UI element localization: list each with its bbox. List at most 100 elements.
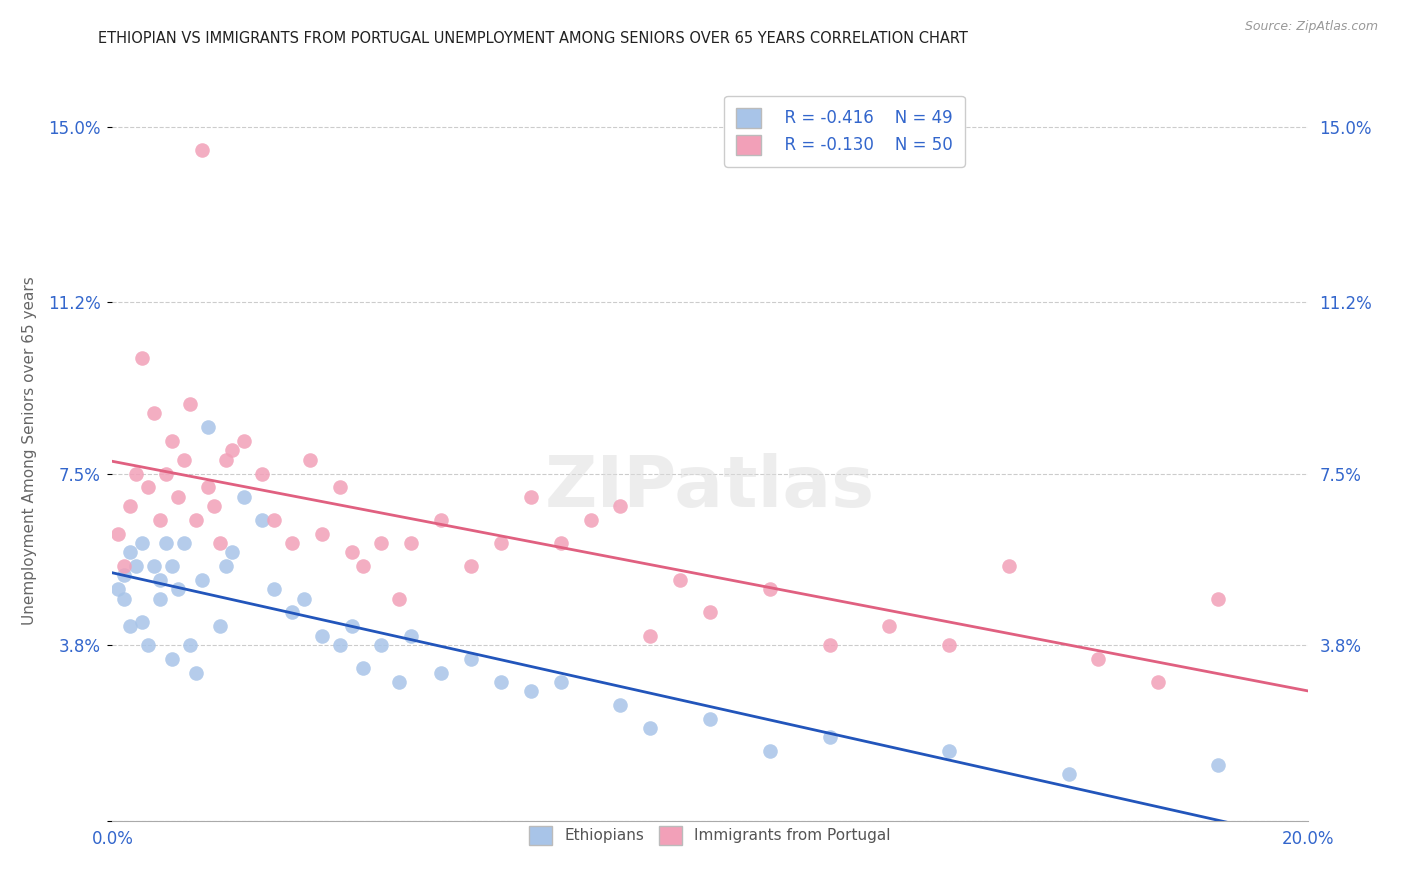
Legend: Ethiopians, Immigrants from Portugal: Ethiopians, Immigrants from Portugal (520, 817, 900, 854)
Point (221, 443, 243, 458)
Point (197, 481, 219, 495)
Y-axis label: Unemployment Among Seniors over 65 years: Unemployment Among Seniors over 65 years (22, 277, 37, 624)
Point (162, 434, 183, 449)
Point (120, 619, 142, 633)
Point (401, 628, 423, 642)
Point (1087, 651, 1109, 665)
Point (938, 744, 960, 758)
Point (311, 526, 333, 541)
Point (879, 619, 901, 633)
Point (233, 490, 256, 504)
Point (215, 452, 238, 467)
Point (818, 731, 841, 745)
Point (202, 499, 225, 513)
Point (353, 661, 375, 675)
Text: Source: ZipAtlas.com: Source: ZipAtlas.com (1244, 20, 1378, 33)
Text: ZIPatlas: ZIPatlas (546, 453, 875, 522)
Point (155, 467, 177, 481)
Point (550, 674, 572, 689)
Point (173, 536, 195, 550)
Point (138, 481, 160, 495)
Point (120, 499, 142, 513)
Point (125, 467, 148, 481)
Point (173, 452, 195, 467)
Point (699, 712, 721, 726)
Point (550, 536, 572, 550)
Point (167, 490, 190, 504)
Point (759, 744, 782, 758)
Point (401, 536, 423, 550)
Point (430, 513, 453, 527)
Point (818, 638, 841, 652)
Point (520, 490, 543, 504)
Point (191, 143, 214, 157)
Point (114, 591, 135, 606)
Point (250, 513, 273, 527)
Point (263, 582, 285, 597)
Point (430, 665, 453, 680)
Point (489, 536, 512, 550)
Point (329, 638, 352, 652)
Point (197, 420, 219, 434)
Point (191, 573, 214, 587)
Point (460, 559, 482, 574)
Point (179, 638, 201, 652)
Point (298, 452, 321, 467)
Point (640, 721, 662, 735)
Point (233, 434, 256, 449)
Point (250, 467, 273, 481)
Point (460, 651, 482, 665)
Point (938, 638, 960, 652)
Point (609, 499, 631, 513)
Point (209, 619, 232, 633)
Point (149, 513, 172, 527)
Point (186, 513, 208, 527)
Point (353, 559, 375, 574)
Point (131, 351, 153, 365)
Point (186, 665, 208, 680)
Point (340, 619, 363, 633)
Point (579, 513, 602, 527)
Point (143, 559, 166, 574)
Point (131, 615, 153, 629)
Point (149, 573, 172, 587)
Point (149, 591, 172, 606)
Point (1206, 758, 1229, 772)
Point (370, 536, 392, 550)
Point (221, 545, 243, 559)
Text: ETHIOPIAN VS IMMIGRANTS FROM PORTUGAL UNEMPLOYMENT AMONG SENIORS OVER 65 YEARS C: ETHIOPIAN VS IMMIGRANTS FROM PORTUGAL UN… (98, 31, 969, 46)
Point (640, 628, 662, 642)
Point (107, 526, 129, 541)
Point (167, 582, 190, 597)
Point (281, 536, 304, 550)
Point (215, 559, 238, 574)
Point (179, 397, 201, 411)
Point (329, 481, 352, 495)
Point (125, 559, 148, 574)
Point (759, 582, 782, 597)
Point (699, 606, 721, 620)
Point (520, 684, 543, 698)
Point (311, 628, 333, 642)
Point (162, 559, 183, 574)
Point (281, 606, 304, 620)
Point (138, 638, 160, 652)
Point (388, 591, 411, 606)
Point (114, 559, 135, 574)
Point (370, 638, 392, 652)
Point (388, 674, 411, 689)
Point (155, 536, 177, 550)
Point (162, 651, 183, 665)
Point (489, 674, 512, 689)
Point (114, 568, 135, 582)
Point (143, 407, 166, 421)
Point (120, 545, 142, 559)
Point (209, 536, 232, 550)
Point (1057, 767, 1080, 781)
Point (340, 545, 363, 559)
Point (1147, 674, 1170, 689)
Point (1206, 591, 1229, 606)
Point (107, 582, 129, 597)
Point (263, 513, 285, 527)
Point (292, 591, 315, 606)
